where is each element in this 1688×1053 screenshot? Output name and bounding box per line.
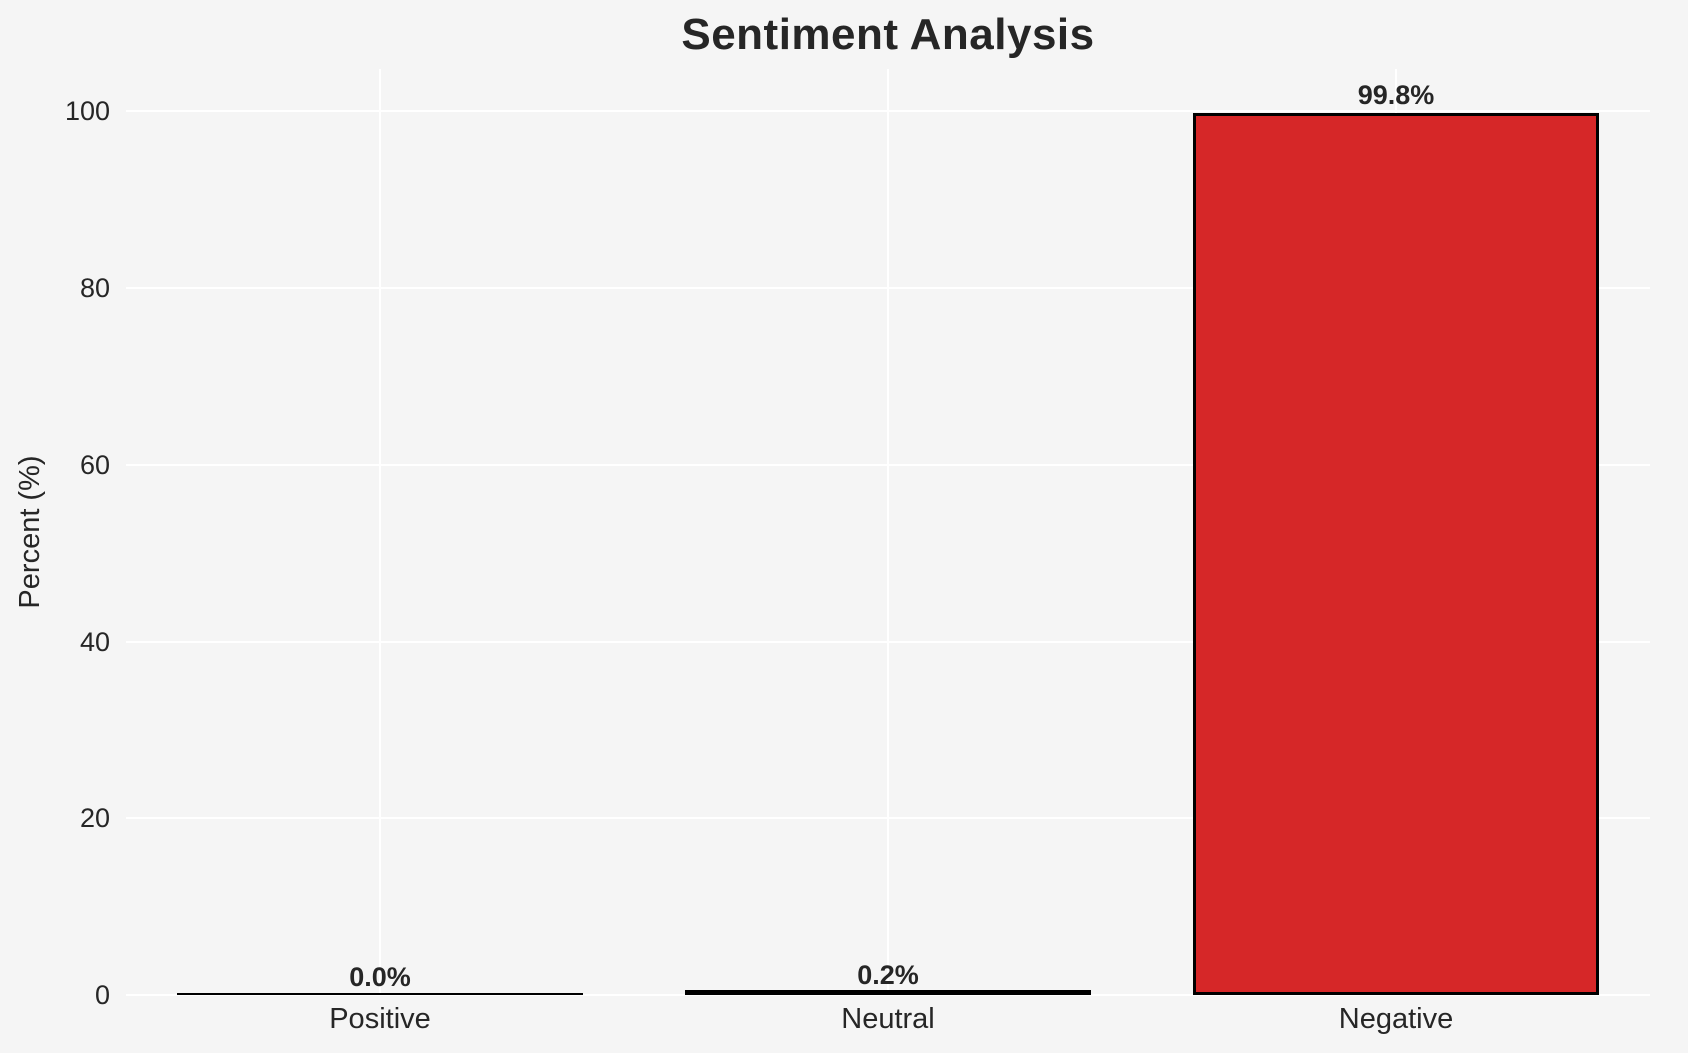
x-tick-label-neutral: Neutral bbox=[841, 1003, 935, 1035]
value-label-neutral: 0.2% bbox=[857, 960, 919, 991]
v-gridline-neutral bbox=[887, 69, 889, 995]
v-gridline-positive bbox=[379, 69, 381, 995]
y-tick-label-100: 100 bbox=[64, 96, 110, 127]
value-label-negative: 99.8% bbox=[1357, 80, 1435, 111]
y-tick-label-80: 80 bbox=[79, 273, 110, 304]
y-tick-label-60: 60 bbox=[79, 449, 110, 480]
x-tick-label-positive: Positive bbox=[329, 1003, 431, 1035]
x-tick-label-negative: Negative bbox=[1338, 1003, 1454, 1035]
y-tick-label-0: 0 bbox=[94, 980, 110, 1010]
value-label-positive: 0.0% bbox=[349, 962, 411, 992]
bar-negative bbox=[1192, 113, 1600, 995]
y-axis-label: Percent (%) bbox=[14, 455, 46, 609]
y-tick-label-20: 20 bbox=[79, 803, 110, 834]
chart-title: Sentiment Analysis bbox=[681, 10, 1095, 59]
bar-positive bbox=[176, 993, 584, 995]
y-tick-label-40: 40 bbox=[79, 626, 110, 657]
h-gridline-0 bbox=[126, 994, 1650, 996]
bar-neutral bbox=[684, 990, 1092, 995]
